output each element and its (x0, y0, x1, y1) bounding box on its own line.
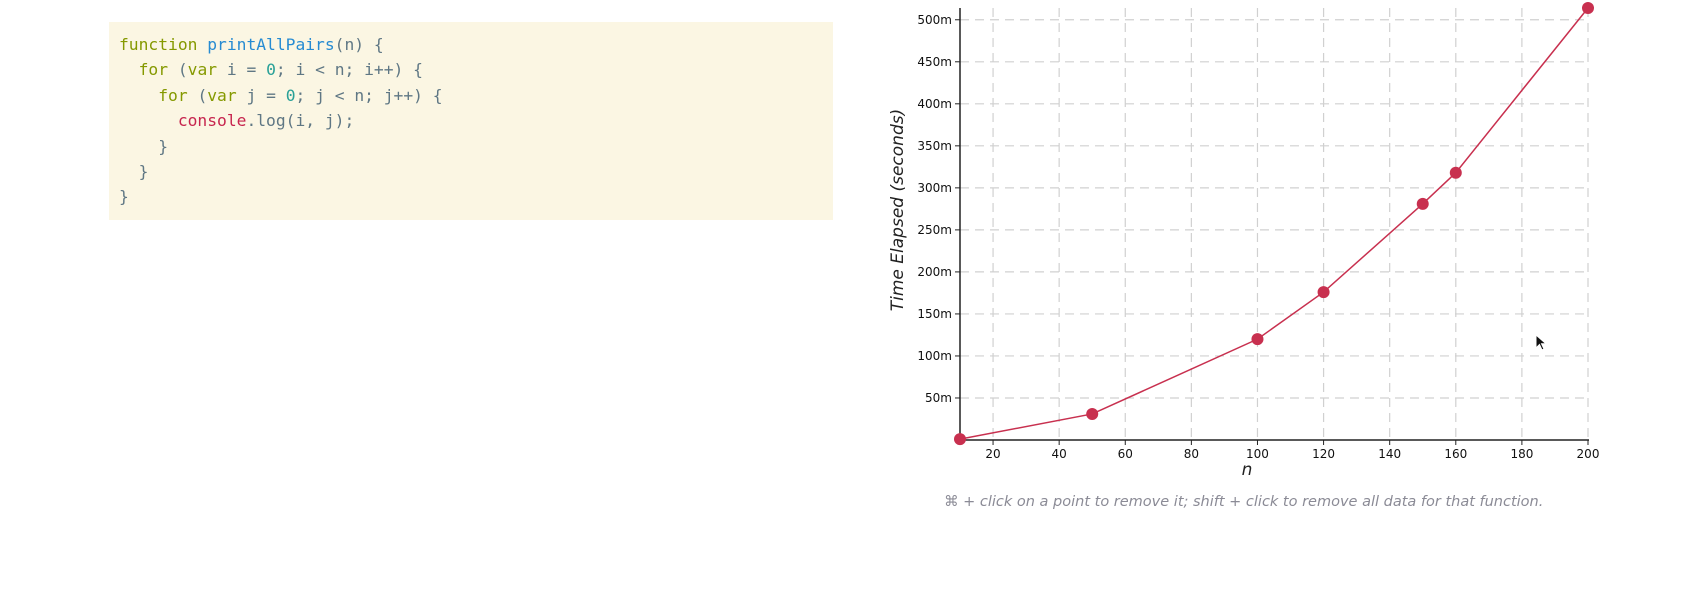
x-tick-label: 120 (1312, 447, 1335, 461)
axes: 50m 100m 150m 200m 250m 300m 350m 400m 450m 500m 2… (917, 8, 1599, 461)
code-token: } (119, 162, 148, 181)
code-token: .log(i, j); (246, 111, 354, 130)
code-token: ( (188, 86, 208, 105)
code-line: for (var i = 0; i < n; i++) { (119, 57, 833, 82)
code-token (197, 35, 207, 54)
x-tick-label: 40 (1052, 447, 1067, 461)
code-line: console.log(i, j); (119, 108, 833, 133)
code-panel: function printAllPairs(n) { for (var i =… (109, 22, 833, 220)
y-tick-label: 200m (917, 265, 952, 279)
code-token: } (119, 137, 168, 156)
code-line: } (119, 134, 833, 159)
data-point (1450, 167, 1462, 179)
code-token: ( (168, 60, 188, 79)
y-tick-label: 150m (917, 307, 952, 321)
y-tick-label: 100m (917, 349, 952, 363)
y-tick-label: 350m (917, 139, 952, 153)
y-tick-label: 250m (917, 223, 952, 237)
code-line: } (119, 159, 833, 184)
code-token: (n) { (335, 35, 384, 54)
x-tick-label: 100 (1246, 447, 1269, 461)
data-point (1251, 333, 1263, 345)
data-point (954, 433, 966, 445)
code-token: printAllPairs (207, 35, 334, 54)
x-tick-label: 140 (1378, 447, 1401, 461)
code-line: } (119, 184, 833, 209)
code-token: ; j < n; j++) { (296, 86, 443, 105)
code-token: ; i < n; i++) { (276, 60, 423, 79)
x-tick-label: 180 (1510, 447, 1533, 461)
code-line: function printAllPairs(n) { (119, 32, 833, 57)
code-token (119, 86, 158, 105)
series-layer (954, 2, 1594, 445)
code-token: var (207, 86, 236, 105)
time-chart: 50m 100m 150m 200m 250m 300m 350m 400m 450m 500m 2… (860, 0, 1620, 480)
x-axis-label: n (1242, 460, 1253, 480)
x-tick-label: 20 (985, 447, 1000, 461)
x-tick-label: 60 (1118, 447, 1133, 461)
chart-hint-text: ⌘ + click on a point to remove it; shift… (944, 494, 1543, 510)
y-tick-label: 500m (917, 13, 952, 27)
code-token: } (119, 187, 129, 206)
y-tick-label: 400m (917, 97, 952, 111)
code-token: j = (237, 86, 286, 105)
x-tick-label: 160 (1444, 447, 1467, 461)
series-line (960, 8, 1588, 439)
code-token (119, 60, 139, 79)
grid (960, 8, 1588, 440)
data-point (1086, 408, 1098, 420)
data-point (1417, 198, 1429, 210)
y-axis-label: Time Elapsed (seconds) (888, 109, 908, 311)
mouse-cursor-icon (1535, 334, 1549, 352)
code-block: function printAllPairs(n) { for (var i =… (119, 32, 833, 210)
y-tick-label: 450m (917, 55, 952, 69)
data-point (1318, 286, 1330, 298)
code-token: 0 (286, 86, 296, 105)
x-tick-label: 200 (1577, 447, 1600, 461)
data-point (1582, 2, 1594, 14)
y-tick-label: 50m (925, 391, 952, 405)
code-token: i = (217, 60, 266, 79)
code-token: 0 (266, 60, 276, 79)
code-token: var (188, 60, 217, 79)
y-tick-label: 300m (917, 181, 952, 195)
code-token: function (119, 35, 197, 54)
code-token (119, 111, 178, 130)
code-line: for (var j = 0; j < n; j++) { (119, 83, 833, 108)
code-token: console (178, 111, 247, 130)
code-token: for (139, 60, 168, 79)
x-tick-label: 80 (1184, 447, 1199, 461)
axis-labels: Time Elapsed (seconds) n (888, 109, 1252, 480)
code-token: for (158, 86, 187, 105)
